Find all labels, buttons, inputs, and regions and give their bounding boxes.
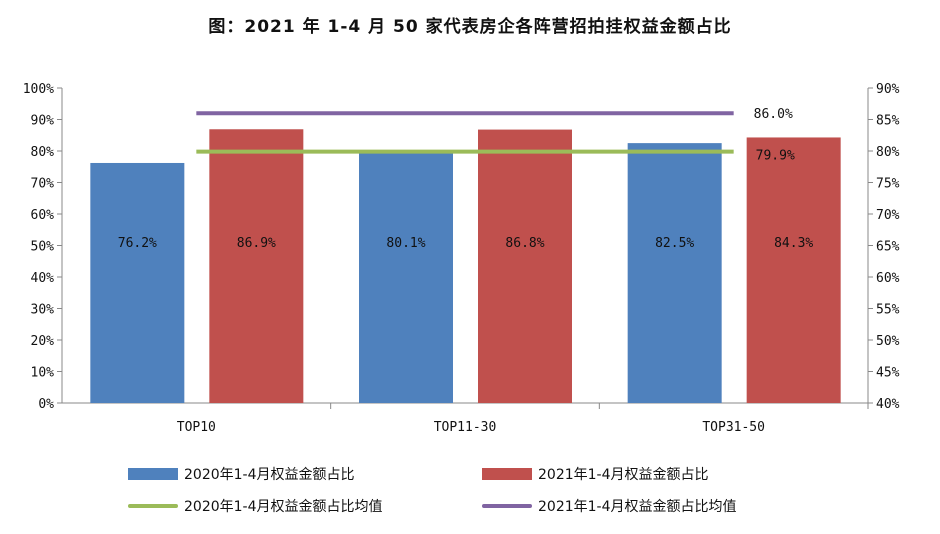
legend-swatch-2021-avg <box>482 504 532 508</box>
left-tick-label: 0% <box>38 397 54 412</box>
right-tick-label: 60% <box>876 271 900 286</box>
legend-swatch-2020-bar <box>128 468 178 480</box>
bar-data-label: 86.8% <box>505 236 544 251</box>
left-tick-label: 70% <box>31 177 55 192</box>
left-tick-label: 100% <box>23 82 54 97</box>
left-tick-label: 60% <box>31 208 55 223</box>
left-tick-label: 80% <box>31 145 55 160</box>
left-tick-label: 10% <box>31 366 55 381</box>
avg-line-label: 86.0% <box>754 107 793 122</box>
right-tick-label: 45% <box>876 366 900 381</box>
bar-data-label: 84.3% <box>774 236 813 251</box>
legend-item-2020-bar: 2020年1-4月权益金额占比 <box>128 464 355 484</box>
bar-data-label: 76.2% <box>118 236 157 251</box>
legend-item-2020-avg: 2020年1-4月权益金额占比均值 <box>128 496 383 516</box>
left-tick-label: 20% <box>31 334 55 349</box>
bar-2020-TOP11-30 <box>359 150 453 403</box>
bar-2021-TOP11-30 <box>478 129 572 403</box>
legend-label: 2020年1-4月权益金额占比均值 <box>184 499 383 515</box>
right-tick-label: 40% <box>876 397 900 412</box>
legend-item-2021-avg: 2021年1-4月权益金额占比均值 <box>482 496 737 516</box>
right-tick-label: 75% <box>876 177 900 192</box>
right-tick-label: 90% <box>876 82 900 97</box>
right-tick-label: 55% <box>876 303 900 318</box>
right-tick-label: 70% <box>876 208 900 223</box>
bar-data-label: 80.1% <box>386 236 425 251</box>
category-label: TOP11-30 <box>434 420 497 435</box>
bar-2020-TOP10 <box>90 162 185 403</box>
left-tick-label: 30% <box>31 303 55 318</box>
chart-title: 图：2021 年 1-4 月 50 家代表房企各阵营招拍挂权益金额占比 <box>208 17 732 37</box>
legend-swatch-2020-avg <box>128 504 178 508</box>
category-label: TOP31-50 <box>702 420 765 435</box>
bar-2020-TOP31-50 <box>627 143 722 403</box>
right-tick-label: 80% <box>876 145 900 160</box>
avg-line-label: 79.9% <box>756 149 795 164</box>
bar-data-label: 86.9% <box>237 236 276 251</box>
legend-label: 2020年1-4月权益金额占比 <box>184 467 355 483</box>
left-tick-label: 40% <box>31 271 55 286</box>
bar-2021-TOP10 <box>209 129 304 403</box>
legend-label: 2021年1-4月权益金额占比均值 <box>538 499 737 515</box>
category-label: TOP10 <box>177 420 216 435</box>
right-tick-label: 50% <box>876 334 900 349</box>
right-tick-label: 85% <box>876 114 900 129</box>
legend-item-2021-bar: 2021年1-4月权益金额占比 <box>482 464 709 484</box>
legend-label: 2021年1-4月权益金额占比 <box>538 467 709 483</box>
bar-2021-TOP31-50 <box>746 137 841 403</box>
left-tick-label: 50% <box>31 240 55 255</box>
right-tick-label: 65% <box>876 240 900 255</box>
bar-data-label: 82.5% <box>655 236 694 251</box>
legend-swatch-2021-bar <box>482 468 532 480</box>
left-tick-label: 90% <box>31 114 55 129</box>
